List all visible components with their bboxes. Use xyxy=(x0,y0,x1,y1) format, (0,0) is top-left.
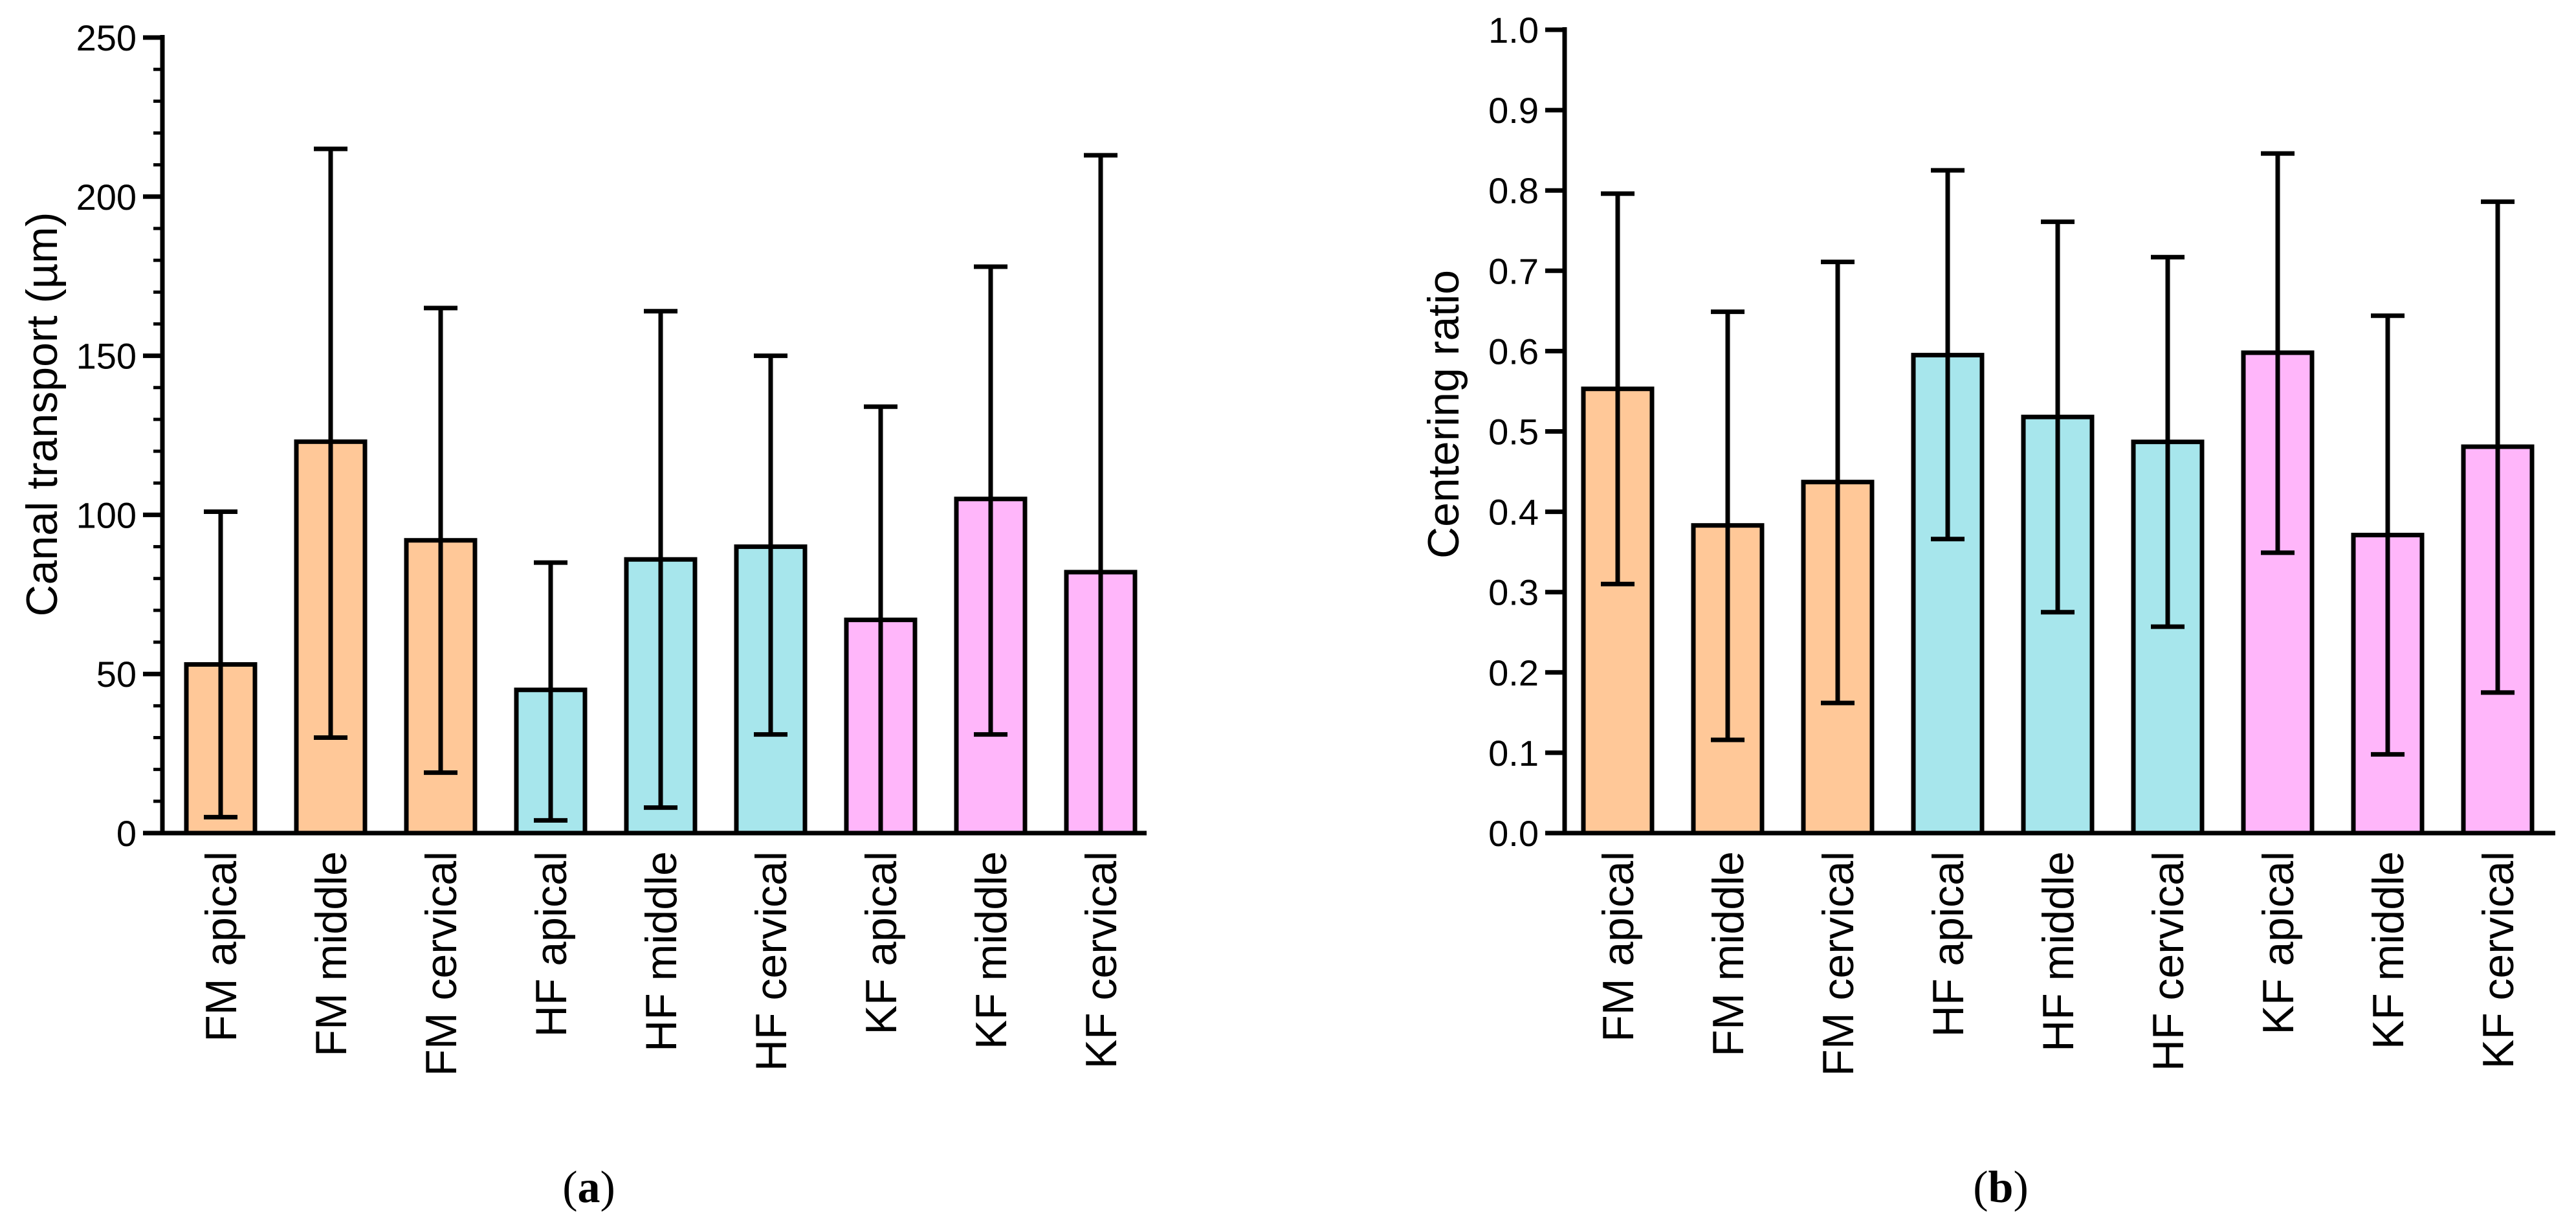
panel-label-b: (b) xyxy=(1973,1163,2029,1212)
plot-area: 0 50 100 150 200 250 FM apical FM middle FM cerv… xyxy=(76,17,1147,1076)
chart-panel-a: Canal transport (µm) 0 50 100 150 200 250 FM a… xyxy=(17,17,1147,1212)
y-tick-label: 0 xyxy=(116,813,137,854)
x-tick-label: KF cervical xyxy=(2474,851,2523,1069)
x-tick-label: FM middle xyxy=(1704,851,1753,1056)
y-tick-label: 0.7 xyxy=(1488,251,1539,291)
x-tick-label: KF cervical xyxy=(1077,851,1126,1069)
y-tick-label: 200 xyxy=(76,177,137,217)
x-tick-label: FM middle xyxy=(307,851,356,1056)
y-axis-label: Canal transport (µm) xyxy=(17,212,67,617)
panel-label-letter: a xyxy=(578,1163,600,1212)
chart-panel-b: Centering ratio 0.0 0.1 0.2 0.3 0.4 0.5 0.6 0.7… xyxy=(1419,10,2555,1212)
y-tick-label: 0.5 xyxy=(1488,412,1539,452)
x-tick-label: FM cervical xyxy=(1814,851,1863,1076)
y-tick-label: 150 xyxy=(76,336,137,377)
x-tick-label: HF middle xyxy=(2034,851,2083,1052)
y-tick-label: 50 xyxy=(96,654,137,695)
x-tick-label: FM apical xyxy=(197,851,246,1042)
x-tick-label: KF apical xyxy=(857,851,906,1034)
y-tick-label: 0.8 xyxy=(1488,170,1539,211)
panel-label-letter: b xyxy=(1988,1163,2014,1212)
y-tick-label: 0.3 xyxy=(1488,572,1539,613)
x-tick-label: FM apical xyxy=(1594,851,1643,1042)
y-axis-label: Centering ratio xyxy=(1419,270,1468,559)
y-tick-label: 1.0 xyxy=(1488,10,1539,50)
y-tick-label: 0.6 xyxy=(1488,331,1539,372)
x-tick-label: HF middle xyxy=(637,851,686,1052)
y-tick-label: 0.2 xyxy=(1488,652,1539,693)
y-tick-label: 250 xyxy=(76,17,137,58)
panel-label-a: (a) xyxy=(562,1163,615,1212)
x-tick-label: KF apical xyxy=(2254,851,2303,1034)
x-tick-label: HF apical xyxy=(527,851,576,1037)
plot-area: 0.0 0.1 0.2 0.3 0.4 0.5 0.6 0.7 0.8 0.9 1.0 FM apic… xyxy=(1488,10,2555,1076)
y-tick-label: 0.4 xyxy=(1488,492,1539,533)
y-tick-label: 0.9 xyxy=(1488,90,1539,131)
x-tick-label: FM cervical xyxy=(417,851,466,1076)
y-tick-label: 0.0 xyxy=(1488,813,1539,854)
x-tick-label: KF middle xyxy=(2364,851,2413,1049)
y-tick-label: 0.1 xyxy=(1488,733,1539,774)
x-tick-label: HF cervical xyxy=(747,851,796,1071)
x-tick-label: KF middle xyxy=(967,851,1016,1049)
x-tick-label: HF apical xyxy=(1924,851,1973,1037)
x-tick-label: HF cervical xyxy=(2144,851,2193,1071)
y-tick-label: 100 xyxy=(76,495,137,535)
